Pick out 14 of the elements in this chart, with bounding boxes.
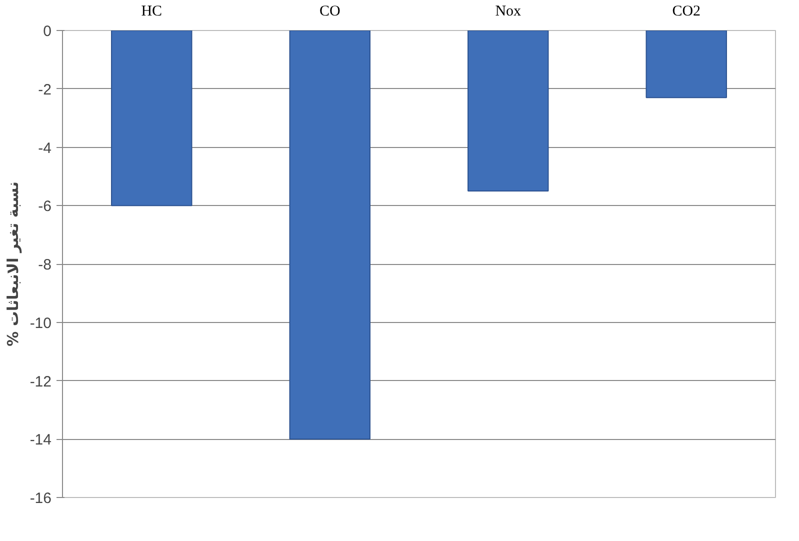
y-tick-label: -10 (30, 314, 52, 332)
x-tick-label: HC (141, 4, 162, 20)
x-tick-label: CO2 (672, 4, 701, 20)
y-axis-title: % نسبة تغير الانبعاثات (4, 182, 22, 346)
y-tick-label: -4 (38, 140, 52, 157)
y-tick-label: -12 (30, 373, 52, 390)
y-tick-label: -8 (38, 256, 52, 274)
y-tick-label: -16 (30, 490, 52, 507)
y-tick-label: -6 (38, 198, 52, 216)
x-tick-label: CO (319, 4, 340, 20)
y-tick-label: -2 (38, 81, 52, 98)
y-tick-label: 0 (43, 23, 52, 40)
y-tick-label: -14 (30, 432, 52, 449)
x-tick-label: Nox (495, 4, 522, 20)
